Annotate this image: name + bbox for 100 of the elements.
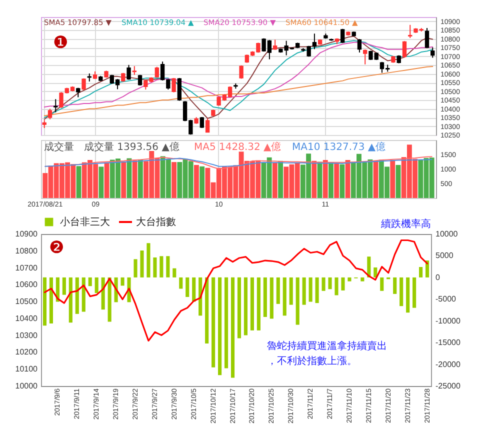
annotation: ❶ — [53, 33, 68, 53]
bar — [390, 160, 396, 198]
line-series — [44, 239, 428, 342]
candlestick — [172, 78, 176, 93]
line-series — [44, 66, 434, 116]
bar — [393, 277, 397, 294]
bar — [396, 164, 401, 198]
y-tick-label: 10400 — [15, 314, 38, 323]
bar — [380, 277, 384, 291]
bar — [334, 163, 340, 198]
bar — [302, 277, 306, 305]
bar — [374, 267, 378, 278]
bar — [308, 277, 312, 302]
candlestick — [48, 108, 52, 120]
candlestick — [177, 78, 182, 102]
chart-title: 成交量 — [44, 141, 74, 153]
bar — [345, 160, 350, 198]
bar — [205, 277, 209, 344]
bar — [179, 277, 183, 289]
candlestick — [205, 118, 210, 133]
bar — [88, 277, 92, 286]
bar — [121, 162, 126, 198]
bar — [49, 277, 53, 324]
bar — [425, 260, 430, 278]
bar — [218, 277, 222, 376]
bar — [263, 277, 267, 317]
bar — [76, 166, 82, 198]
bar — [138, 159, 143, 198]
bar — [160, 256, 164, 278]
bar — [146, 243, 150, 278]
y-tick-label: 10900 — [15, 230, 38, 238]
bar — [419, 267, 423, 278]
bar — [200, 166, 205, 198]
y2-tick-label: -20000 — [436, 360, 461, 369]
bar — [212, 277, 216, 368]
bar — [62, 277, 66, 295]
line-series — [44, 158, 432, 167]
bar — [278, 160, 283, 198]
bar — [194, 164, 199, 198]
bar — [315, 277, 319, 304]
bar — [360, 277, 364, 282]
candlestick — [402, 40, 407, 58]
y-tick-label: 10200 — [15, 348, 38, 357]
bar — [406, 277, 410, 313]
y-tick-label: 10300 — [15, 330, 38, 340]
bar — [108, 277, 112, 322]
bar — [322, 277, 326, 291]
bar — [237, 277, 242, 338]
candlestick — [126, 64, 131, 80]
y-tick-label: 10600 — [15, 280, 38, 290]
bar — [98, 166, 104, 198]
bar — [101, 277, 105, 310]
bar — [224, 277, 228, 368]
bar — [134, 259, 138, 278]
y-tick-label: 10700 — [15, 263, 38, 272]
y2-tick-label: -25000 — [436, 382, 461, 390]
y2-tick-label: 5000 — [436, 251, 454, 260]
bar — [282, 277, 286, 316]
y2-tick-label: 0 — [436, 272, 440, 282]
candlestick — [430, 46, 435, 58]
bar — [132, 160, 138, 198]
bar — [250, 277, 254, 330]
bar — [75, 277, 79, 314]
candlestick — [363, 49, 368, 65]
bar — [367, 256, 371, 278]
bar — [296, 277, 300, 325]
y-tick-label: 10000 — [15, 382, 38, 390]
series-label: 成交量 1393.56 ▲億 — [84, 141, 180, 153]
bar — [166, 256, 170, 278]
bar — [328, 162, 334, 198]
bar — [126, 158, 132, 198]
y-tick-label: 10800 — [15, 246, 38, 256]
bar — [276, 277, 280, 304]
y-tick-label: 10500 — [15, 297, 38, 306]
y2-tick-label: -10000 — [436, 316, 461, 326]
series-label: MA5 1428.32 ▲億 — [194, 141, 282, 153]
bar — [68, 277, 72, 323]
annotation: 魯蛇持續買進溫拿持續賣出，不利於指數上漲。 — [267, 340, 387, 367]
bar — [230, 277, 235, 378]
bar — [340, 164, 345, 198]
bar — [104, 162, 110, 198]
candlestick — [200, 116, 204, 129]
bar — [192, 277, 196, 302]
y-tick-label: 10100 — [15, 364, 38, 374]
bar — [94, 277, 98, 294]
bar — [312, 160, 317, 198]
bar — [348, 277, 352, 282]
bar — [322, 160, 328, 198]
candlestick — [424, 28, 430, 49]
candlestick — [272, 39, 278, 50]
bar — [334, 277, 338, 296]
bar — [373, 160, 378, 198]
bar — [172, 162, 177, 198]
candlestick — [357, 38, 362, 53]
bar — [120, 277, 124, 286]
legend-label: 大台指數 — [136, 216, 176, 228]
annotation: ❷ — [49, 238, 64, 258]
candlestick — [408, 24, 412, 38]
bar — [153, 257, 157, 278]
y2-tick-label: -15000 — [436, 338, 461, 348]
